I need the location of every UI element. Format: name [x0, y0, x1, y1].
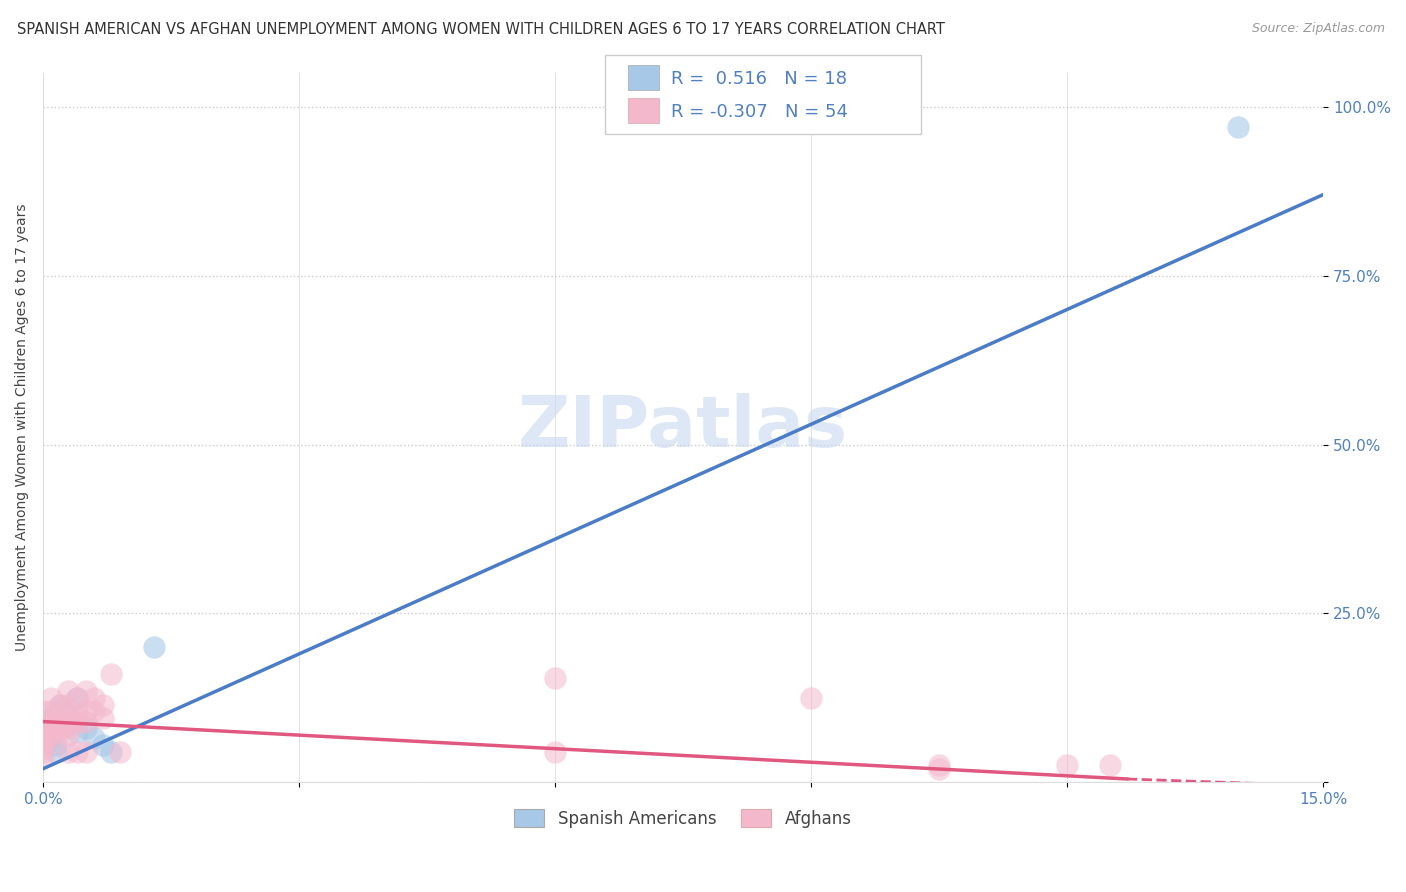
Point: [58, 707, 80, 722]
Point: [1056, 758, 1078, 772]
Point: [75, 745, 97, 759]
Point: [91, 711, 114, 725]
Point: [75, 705, 97, 719]
Point: [32, 735, 55, 749]
Point: [100, 745, 122, 759]
Point: [32, 738, 55, 752]
Point: [32, 728, 55, 742]
Point: [45, 738, 67, 752]
Point: [91, 698, 114, 712]
Point: [100, 667, 122, 681]
Point: [66, 745, 89, 759]
Text: R = -0.307   N = 54: R = -0.307 N = 54: [671, 103, 848, 121]
Point: [41, 690, 63, 705]
Point: [58, 721, 80, 735]
Point: [75, 684, 97, 698]
Point: [49, 711, 72, 725]
Point: [91, 738, 114, 752]
Point: [32, 749, 55, 764]
Point: [58, 684, 80, 698]
Point: [66, 690, 89, 705]
Point: [32, 705, 55, 719]
Point: [58, 718, 80, 732]
Point: [83, 731, 105, 746]
Point: [800, 690, 823, 705]
Point: [41, 721, 63, 735]
Point: [49, 724, 72, 739]
Point: [41, 711, 63, 725]
Point: [41, 705, 63, 719]
Point: [41, 724, 63, 739]
Point: [41, 731, 63, 746]
Point: [928, 762, 950, 776]
Point: [544, 671, 567, 685]
Point: [75, 721, 97, 735]
Text: SPANISH AMERICAN VS AFGHAN UNEMPLOYMENT AMONG WOMEN WITH CHILDREN AGES 6 TO 17 Y: SPANISH AMERICAN VS AFGHAN UNEMPLOYMENT …: [17, 22, 945, 37]
Point: [58, 728, 80, 742]
Point: [1098, 758, 1121, 772]
Point: [58, 714, 80, 729]
Point: [66, 711, 89, 725]
Y-axis label: Unemployment Among Women with Children Ages 6 to 17 years: Unemployment Among Women with Children A…: [15, 204, 30, 651]
Point: [32, 745, 55, 759]
Point: [32, 741, 55, 756]
Point: [49, 721, 72, 735]
Point: [41, 711, 63, 725]
Point: [66, 690, 89, 705]
Point: [45, 745, 67, 759]
Point: [66, 705, 89, 719]
Point: [58, 718, 80, 732]
Point: [58, 698, 80, 712]
Point: [58, 711, 80, 725]
Legend: Spanish Americans, Afghans: Spanish Americans, Afghans: [508, 803, 859, 834]
Point: [32, 718, 55, 732]
Point: [928, 758, 950, 772]
Point: [58, 745, 80, 759]
Point: [41, 731, 63, 746]
Point: [49, 705, 72, 719]
Text: Source: ZipAtlas.com: Source: ZipAtlas.com: [1251, 22, 1385, 36]
Text: ZIPatlas: ZIPatlas: [517, 393, 848, 462]
Point: [75, 714, 97, 729]
Point: [66, 724, 89, 739]
Point: [41, 728, 63, 742]
Point: [108, 745, 131, 759]
Point: [32, 724, 55, 739]
Point: [83, 690, 105, 705]
Point: [49, 698, 72, 712]
Point: [1226, 120, 1249, 134]
Point: [66, 714, 89, 729]
Point: [41, 718, 63, 732]
Point: [32, 731, 55, 746]
Point: [49, 698, 72, 712]
Point: [41, 724, 63, 739]
Point: [544, 745, 567, 759]
Point: [83, 705, 105, 719]
Text: R =  0.516   N = 18: R = 0.516 N = 18: [671, 70, 846, 88]
Point: [142, 640, 165, 655]
Point: [49, 718, 72, 732]
